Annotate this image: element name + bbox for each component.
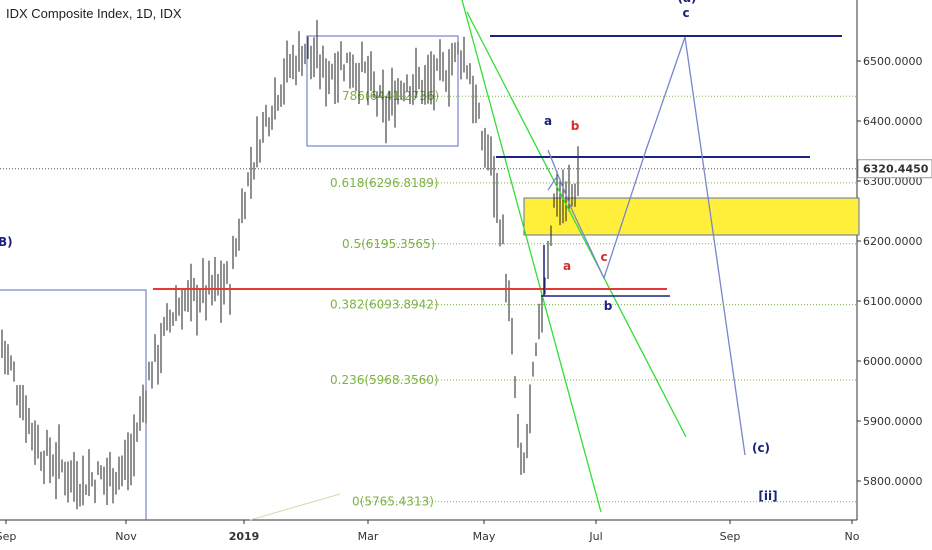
y-tick-label: 6100.0000 xyxy=(863,295,923,308)
trendline-steep xyxy=(461,0,602,513)
wave-label: c xyxy=(600,250,607,264)
left-box xyxy=(0,289,147,520)
wave-label: B) xyxy=(0,235,13,249)
last-price-tag xyxy=(857,159,932,179)
fib-label-0.5: 0.5(6195.3565) xyxy=(342,237,435,251)
wave-label: b xyxy=(604,299,613,313)
y-tick-label: 6200.0000 xyxy=(863,235,923,248)
projection-path xyxy=(547,36,746,456)
x-tick-label: May xyxy=(473,530,496,543)
x-tick-label: Jul xyxy=(588,530,602,543)
last-price-label: 6320.4450 xyxy=(863,163,929,176)
wave-label: a xyxy=(544,114,552,128)
y-tick-label: 6300.0000 xyxy=(863,175,923,188)
wave-label: [ii] xyxy=(758,489,777,503)
price-zone xyxy=(523,197,860,236)
fib-label-0.618: 0.618(6296.8189) xyxy=(330,176,439,190)
projection-stub xyxy=(547,177,557,191)
y-tick-label: 6000.0000 xyxy=(863,355,923,368)
wave-label: a xyxy=(563,259,571,273)
y-tick-label: 6400.0000 xyxy=(863,115,923,128)
trendline-shallow xyxy=(466,11,687,438)
fib-label-0: 0(5765.4313) xyxy=(352,495,434,509)
wave-label: c xyxy=(682,6,689,20)
y-tick-label: 6500.0000 xyxy=(863,55,923,68)
wave-label: (c) xyxy=(752,441,770,455)
fib-label-0.236: 0.236(5968.3560) xyxy=(330,373,439,387)
wave-label: (a) xyxy=(677,0,696,5)
x-tick-label: No xyxy=(845,530,860,543)
x-tick-label: 2019 xyxy=(229,530,260,543)
consolidation-box xyxy=(306,35,459,147)
y-tick-label: 5900.0000 xyxy=(863,415,923,428)
x-tick-label: Nov xyxy=(115,530,137,543)
x-tick-label: Sep xyxy=(0,530,16,543)
y-tick-label: 5800.0000 xyxy=(863,475,923,488)
fib-label-0.382: 0.382(6093.8942) xyxy=(330,298,439,312)
wave-label: b xyxy=(571,119,580,133)
trendline-faint xyxy=(249,493,341,521)
x-tick-label: Sep xyxy=(720,530,741,543)
fib-label-0.786: 786(6441.2736) xyxy=(342,89,439,103)
x-tick-label: Mar xyxy=(358,530,379,543)
chart-title: IDX Composite Index, 1D, IDX xyxy=(6,6,182,21)
